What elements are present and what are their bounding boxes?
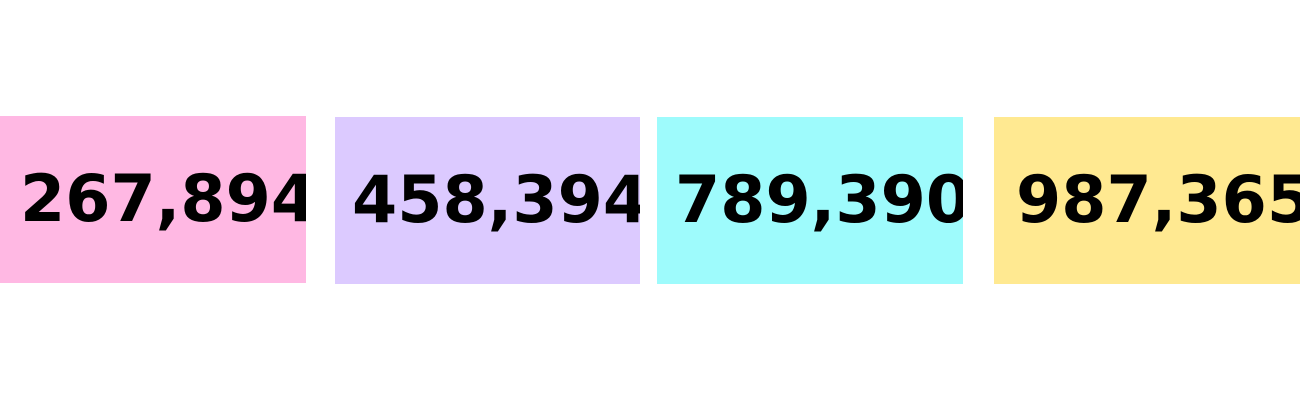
- tile-value: 987,365: [1016, 163, 1300, 238]
- number-tile-yellow: 987,365: [994, 117, 1300, 284]
- tile-value: 789,390: [675, 163, 963, 238]
- number-tile-lavender: 458,394: [335, 117, 640, 284]
- number-tile-pink: 267,894: [0, 116, 306, 283]
- number-tile-cyan: 789,390: [657, 117, 963, 284]
- tile-value: 458,394: [352, 163, 640, 238]
- tile-value: 267,894: [20, 162, 306, 237]
